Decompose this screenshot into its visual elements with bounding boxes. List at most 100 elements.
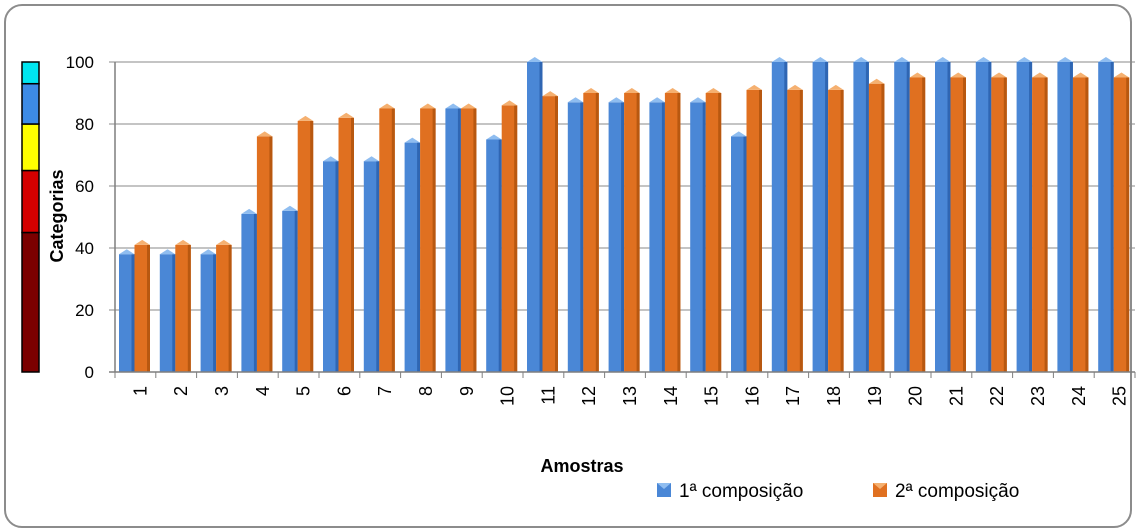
x-tick-label: 1 <box>130 386 150 396</box>
category-scale-bar <box>21 61 40 373</box>
y-axis-ticks: 0 20 40 60 80 100 <box>66 53 94 382</box>
scale-segment-2 <box>21 169 40 234</box>
bar-1-12 <box>567 97 584 373</box>
bar-1-18 <box>812 57 829 372</box>
bar-1-16 <box>731 131 747 372</box>
bar-2-2 <box>175 239 191 372</box>
x-axis: 1 2 3 4 5 6 7 8 9 10 11 12 13 14 15 16 17 18 19 20 21 22 23 24 2… <box>109 62 1136 406</box>
bar-2-20 <box>909 72 926 372</box>
bar-2-8 <box>420 103 436 372</box>
bar-1-23 <box>1016 57 1033 372</box>
x-tick-label: 17 <box>783 386 803 406</box>
bar-1-15 <box>690 97 706 373</box>
bar-1-24 <box>1057 57 1073 372</box>
bar-2-1 <box>134 239 150 372</box>
y-tick-label: 100 <box>66 53 94 72</box>
legend-label: 2ª composição <box>895 481 1019 502</box>
bar-1-13 <box>608 97 625 373</box>
scale-segment-4 <box>21 82 40 125</box>
bar-1-5 <box>282 205 298 372</box>
x-axis-title: Amostras <box>540 456 623 476</box>
legend-swatch <box>657 483 671 497</box>
x-tick-label: 3 <box>212 386 232 396</box>
bar-2-14 <box>664 88 681 372</box>
x-tick-label: 6 <box>334 386 354 396</box>
legend-item-2: 2ª composição <box>873 481 1019 502</box>
x-tick-label: 19 <box>865 386 885 406</box>
x-tick-label: 11 <box>538 386 558 405</box>
bars <box>119 57 1130 373</box>
y-tick-label: 80 <box>75 115 94 134</box>
bar-1-22 <box>975 57 992 372</box>
scale-segment-5 <box>21 61 40 85</box>
bar-2-6 <box>338 112 354 372</box>
bar-1-17 <box>771 57 788 372</box>
x-tick-label: 9 <box>457 386 477 396</box>
bar-1-1 <box>119 249 135 372</box>
bar-2-10 <box>501 100 518 373</box>
x-tick-label: 20 <box>906 386 926 406</box>
bar-1-2 <box>159 249 176 372</box>
bar-2-3 <box>216 239 232 372</box>
bar-2-17 <box>787 84 803 373</box>
bar-1-14 <box>649 97 665 373</box>
y-tick-label: 20 <box>75 301 94 320</box>
x-tick-label: 13 <box>620 386 640 406</box>
bar-1-20 <box>894 57 910 372</box>
y-axis-title: Categorias <box>47 169 67 262</box>
legend: 1ª composição 2ª composição <box>657 481 1019 502</box>
x-tick-label: 12 <box>579 386 599 406</box>
bar-2-21 <box>950 72 966 372</box>
bar-2-18 <box>828 84 844 373</box>
bar-2-4 <box>256 131 273 372</box>
bar-1-21 <box>935 57 951 372</box>
x-tick-label: 2 <box>171 386 191 396</box>
x-tick-label: 22 <box>987 386 1007 406</box>
x-tick-label: 21 <box>946 386 966 406</box>
bar-1-3 <box>200 249 217 372</box>
x-tick-label: 24 <box>1069 386 1089 406</box>
bar-2-7 <box>379 103 395 372</box>
scale-segment-1 <box>21 231 40 373</box>
bar-2-12 <box>583 88 599 372</box>
bar-2-23 <box>1032 72 1048 372</box>
y-tick-label: 40 <box>75 239 94 258</box>
bar-2-25 <box>1113 72 1130 372</box>
y-tick-label: 0 <box>85 363 94 382</box>
bar-2-13 <box>624 88 640 372</box>
x-tick-label: 10 <box>498 386 518 406</box>
x-tick-label: 16 <box>742 386 762 406</box>
bar-1-7 <box>363 156 380 372</box>
bar-2-11 <box>542 91 558 372</box>
x-tick-label: 7 <box>375 386 395 396</box>
scale-segment-3 <box>21 123 40 172</box>
x-tick-label: 4 <box>253 386 273 396</box>
x-tick-label: 5 <box>294 386 314 396</box>
bar-1-11 <box>527 57 543 372</box>
bar-1-6 <box>323 156 339 372</box>
x-tick-label: 25 <box>1110 386 1130 406</box>
x-tick-label: 15 <box>702 386 722 406</box>
legend-label: 1ª composição <box>679 481 803 502</box>
x-tick-label: 23 <box>1028 386 1048 406</box>
bar-2-22 <box>991 72 1007 372</box>
bar-2-15 <box>705 88 722 372</box>
bar-2-24 <box>1072 72 1089 372</box>
legend-swatch <box>873 483 887 497</box>
x-tick-label: 18 <box>824 386 844 406</box>
bar-2-5 <box>297 115 314 373</box>
bar-1-9 <box>445 103 461 372</box>
bar-1-8 <box>404 137 421 372</box>
x-tick-label: 14 <box>661 386 681 406</box>
bar-2-19 <box>868 78 885 372</box>
bar-1-10 <box>486 134 502 372</box>
y-tick-label: 60 <box>75 177 94 196</box>
bar-1-19 <box>853 57 869 372</box>
bar-2-9 <box>460 103 477 372</box>
bar-1-25 <box>1098 57 1114 372</box>
bar-1-4 <box>241 208 257 372</box>
bar-2-16 <box>746 84 762 373</box>
x-tick-label: 8 <box>416 386 436 396</box>
legend-item-1: 1ª composição <box>657 481 803 502</box>
